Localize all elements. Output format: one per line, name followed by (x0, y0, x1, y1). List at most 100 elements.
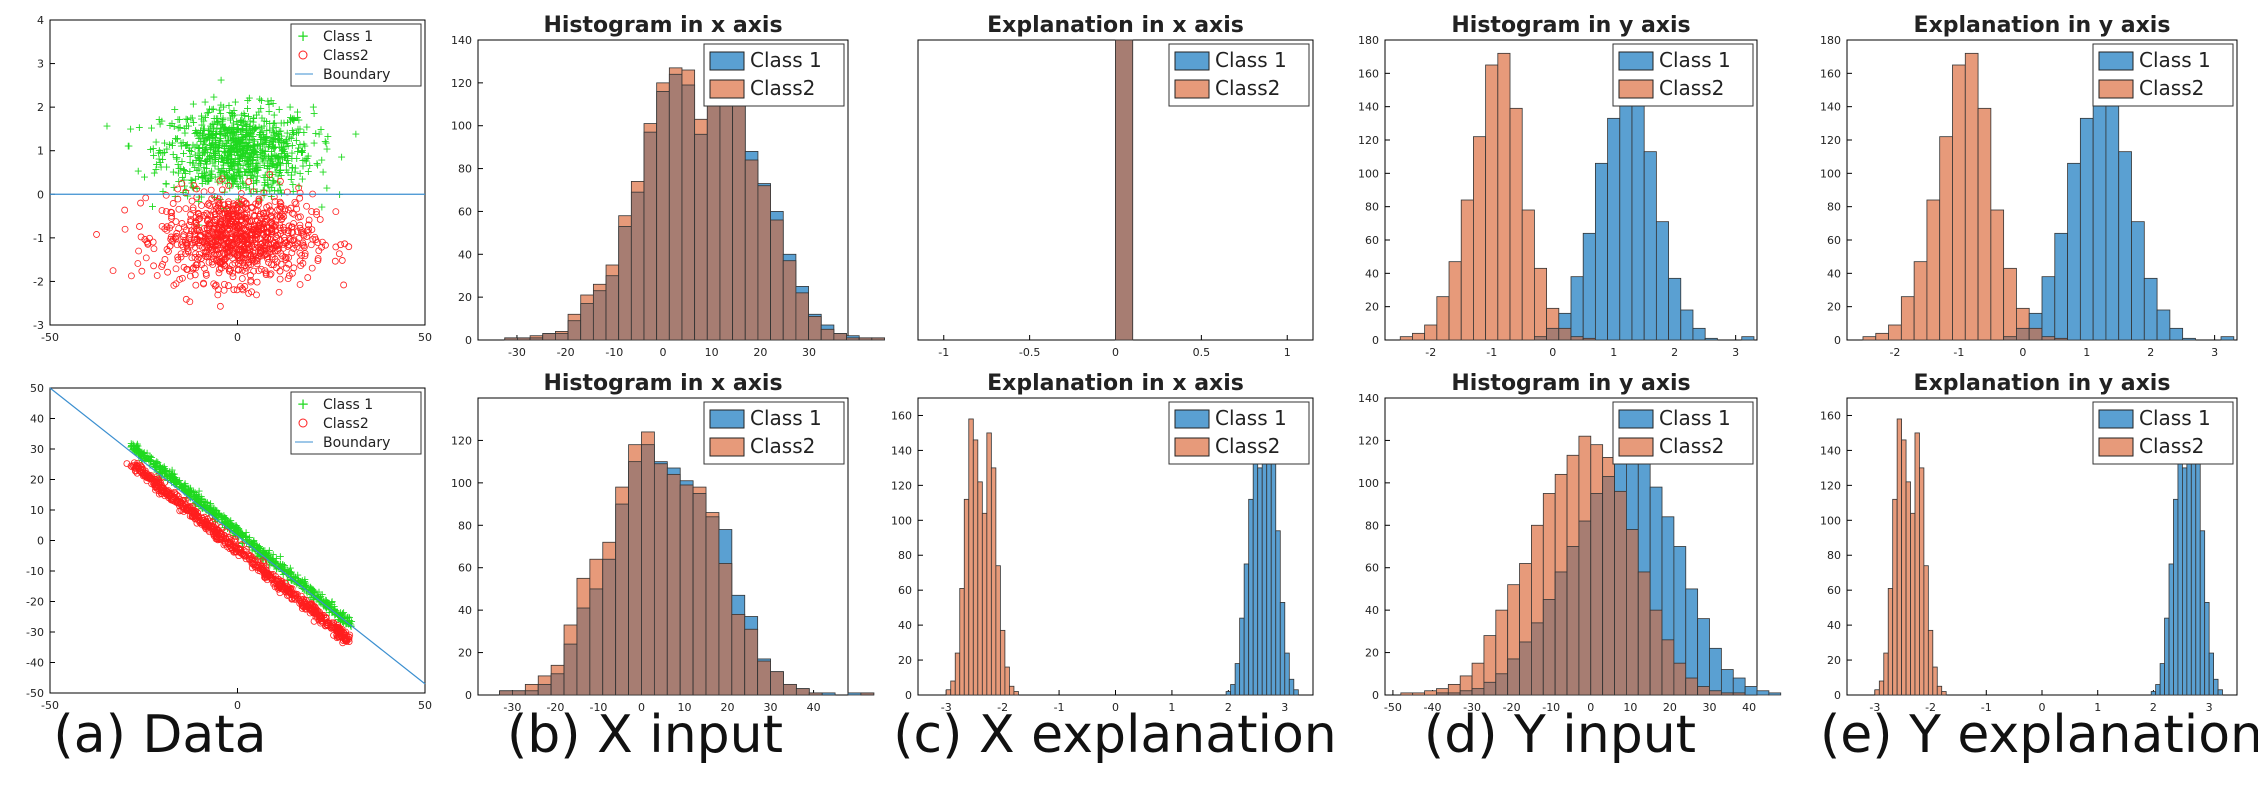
point-class1: + (223, 125, 232, 138)
point-class1: + (258, 147, 267, 160)
point-class1: + (194, 158, 203, 171)
point-class2 (229, 273, 237, 281)
point-class2 (204, 225, 211, 233)
x-tick-label: 0.5 (1193, 346, 1211, 359)
point-class1: + (226, 144, 235, 157)
point-class1: + (200, 133, 209, 146)
y-tick-label: 4 (37, 14, 44, 27)
point-class1: + (206, 172, 215, 185)
point-class1: + (189, 97, 198, 110)
point-class1: + (161, 177, 170, 190)
point-class1: + (203, 175, 212, 188)
point-class1: + (304, 150, 313, 163)
point-class1: + (261, 168, 270, 181)
point-class1: + (210, 507, 219, 520)
point-class2 (221, 234, 229, 242)
point-class2 (250, 211, 258, 219)
point-class2 (189, 204, 197, 212)
point-class1: + (268, 150, 277, 163)
point-class1: + (250, 121, 259, 134)
point-class1: + (257, 131, 266, 144)
point-class2 (276, 275, 284, 283)
point-class1: + (257, 122, 266, 135)
point-class1: + (189, 156, 198, 169)
point-class1: + (265, 558, 274, 571)
point-class1: + (307, 582, 316, 595)
point-class1: + (238, 140, 247, 153)
point-class1: + (275, 141, 284, 154)
point-class1: + (242, 126, 251, 139)
point-class1: + (157, 471, 166, 484)
point-class1: + (202, 141, 211, 154)
point-class1: + (253, 164, 262, 177)
point-class1: + (281, 134, 290, 147)
point-class1: + (249, 112, 258, 125)
point-class2 (271, 198, 279, 205)
point-class1: + (280, 151, 289, 164)
point-class1: + (238, 122, 247, 135)
point-class1: + (199, 124, 208, 137)
y-tick-label: 120 (891, 479, 912, 492)
bar-class1 (1261, 432, 1268, 696)
point-class2 (308, 208, 315, 215)
point-class2 (314, 257, 322, 264)
bar-class1 (2199, 530, 2206, 696)
point-class2 (153, 272, 161, 279)
point-class1: + (248, 154, 257, 167)
point-class1: + (273, 169, 282, 182)
point-class1: + (218, 510, 227, 523)
point-class1: + (250, 165, 259, 178)
point-class1: + (250, 165, 259, 178)
point-class1: + (230, 156, 239, 169)
point-class1: + (234, 157, 243, 170)
point-class1: + (287, 132, 296, 145)
chart-e1: -2 -1 0 1 2 3020406080100120140160180Explanat… (1820, 13, 2238, 359)
point-class1: + (208, 506, 217, 519)
point-class1: + (210, 159, 219, 172)
legend-swatch (1618, 409, 1654, 429)
point-class1: + (263, 162, 272, 175)
point-class1: + (180, 122, 189, 135)
point-class1: + (298, 144, 307, 157)
point-class1: + (225, 106, 234, 119)
point-class1: + (226, 157, 235, 170)
point-class1: + (179, 163, 188, 176)
point-class1: + (222, 139, 231, 152)
point-class1: + (218, 202, 227, 215)
point-class2 (215, 238, 223, 246)
point-class1: + (211, 141, 220, 154)
point-class1: + (245, 151, 254, 164)
point-class1: + (175, 481, 184, 494)
point-class1: + (269, 135, 278, 148)
point-class1: + (196, 135, 205, 148)
point-class2 (263, 209, 270, 217)
point-class1: + (314, 586, 323, 599)
bar-class1 (1279, 602, 1286, 696)
bar-class1 (2173, 498, 2179, 696)
point-class1: + (265, 134, 274, 147)
point-class1: + (204, 128, 213, 141)
point-class1: + (272, 160, 281, 173)
point-class2 (250, 267, 258, 275)
point-class1: + (175, 121, 184, 134)
point-class1: + (253, 541, 262, 554)
point-class1: + (248, 138, 257, 151)
point-class1: + (277, 136, 286, 149)
point-class1: + (186, 173, 195, 186)
point-class1: + (132, 441, 141, 454)
point-class2 (297, 229, 305, 236)
point-class1: + (205, 167, 214, 180)
point-class2 (237, 229, 245, 236)
point-class2 (216, 219, 223, 227)
point-class1: + (239, 143, 248, 156)
point-class1: + (145, 459, 154, 472)
point-class1: + (250, 140, 259, 153)
bar-overlap (1534, 336, 1548, 341)
point-class1: + (194, 126, 203, 139)
point-class1: + (185, 144, 194, 157)
point-class2 (282, 254, 290, 262)
bar-class1 (2156, 309, 2171, 341)
point-class1: + (237, 531, 246, 544)
point-class1: + (261, 145, 270, 158)
bar-class2 (950, 680, 956, 696)
